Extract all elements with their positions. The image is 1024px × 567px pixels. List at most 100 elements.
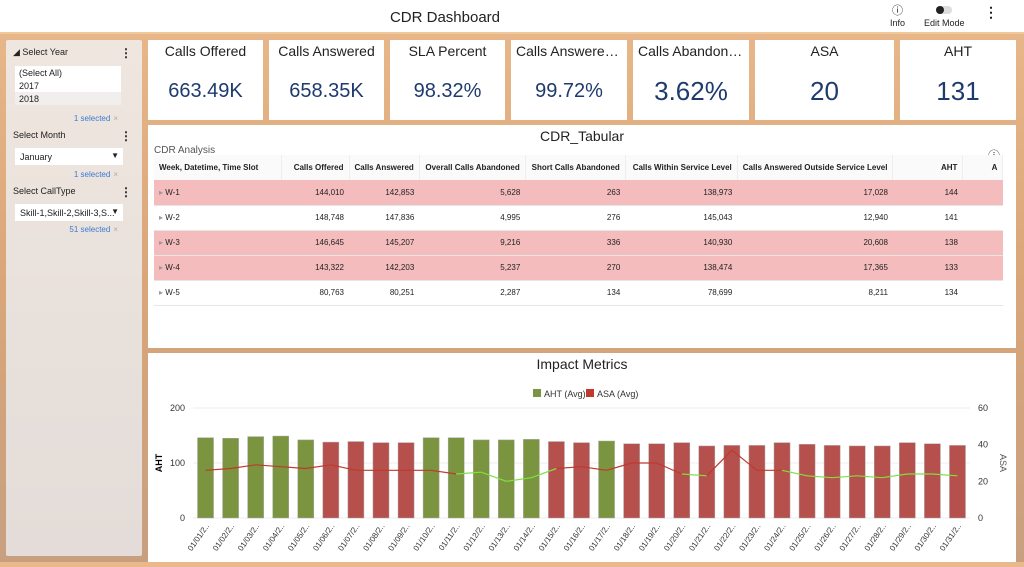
asa-line-segment [481, 471, 507, 482]
table-row[interactable]: ▸ W-2 148,748 147,836 4,995 276 145,043 12,940… [154, 205, 1003, 231]
column-header[interactable]: Overall Calls Abandoned [419, 155, 526, 180]
table-cell: 138,474 [625, 255, 738, 281]
table-cell: 4,995 [419, 205, 526, 231]
collapse-icon[interactable]: ◢ [13, 47, 23, 57]
expand-icon[interactable]: ▸ [159, 238, 166, 247]
expand-icon[interactable]: ▸ [159, 288, 166, 297]
table-row[interactable]: ▸ W-1 144,010 142,853 5,628 263 138,973 17,028… [154, 180, 1003, 206]
month-selected-count[interactable]: 1 selected × [73, 170, 118, 179]
aht-bar [748, 445, 766, 519]
calltype-dropdown[interactable]: Skill-1,Skill-2,Skill-3,S... ▼ [15, 204, 123, 221]
table-cell: 142,203 [349, 255, 420, 281]
table-cell: 336 [525, 230, 626, 256]
kpi-asa: ASA 20 [755, 40, 894, 120]
aht-bar [372, 442, 390, 519]
column-header[interactable]: A [962, 155, 1004, 180]
table-subtitle: CDR Analysis [154, 145, 216, 156]
aht-bar [798, 444, 816, 519]
aht-bar [347, 441, 365, 519]
aht-bar [949, 445, 966, 519]
asa-line-segment [506, 477, 532, 482]
column-header[interactable]: Calls Answered Outside Service Level [737, 155, 894, 180]
clear-icon: × [113, 225, 118, 234]
table-row[interactable]: ▸ W-4 143,322 142,203 5,237 270 138,474 17,365… [154, 255, 1003, 281]
calltype-selected-count[interactable]: 51 selected × [69, 225, 118, 234]
aht-bar [899, 442, 916, 519]
year-option-all[interactable]: (Select All) [19, 68, 63, 78]
asa-line-segment [656, 462, 682, 475]
row-label: ▸ W-4 [154, 255, 281, 281]
month-menu-icon[interactable]: ⋮ [120, 129, 132, 143]
year-list: (Select All) 2017 2018 [15, 66, 121, 105]
table-cell: 142,853 [349, 180, 420, 206]
x-tick-label: 01/12/2.. [462, 522, 487, 553]
month-dropdown[interactable]: January ▼ [15, 148, 123, 165]
y2-axis-label: ASA [998, 454, 1008, 472]
dashboard-title: CDR Dashboard [389, 9, 501, 26]
asa-line-segment [857, 475, 883, 479]
legend-swatch-asa [586, 389, 594, 397]
x-tick-label: 01/21/2.. [687, 522, 712, 553]
table-cell: 138 [892, 230, 963, 256]
chart-title: Impact Metrics [536, 356, 627, 372]
column-header[interactable]: Short Calls Abandoned [525, 155, 626, 180]
table-cell: 138,973 [625, 180, 738, 206]
y-axis-label: AHT [154, 453, 164, 472]
filter-sidebar: ◢ Select Year ⋮ (Select All) 2017 2018 1… [6, 40, 142, 556]
expand-icon[interactable]: ▸ [159, 213, 166, 222]
table-row[interactable]: ▸ W-5 80,763 80,251 2,287 134 78,699 8,211 134 [154, 280, 1003, 306]
x-tick-label: 01/10/2.. [412, 522, 437, 553]
expand-icon[interactable]: ▸ [159, 187, 166, 197]
column-header[interactable]: Calls Within Service Level [625, 155, 738, 180]
aht-bar [397, 442, 415, 519]
x-tick-label: 01/01/2.. [186, 522, 211, 553]
x-tick-label: 01/24/2.. [762, 522, 787, 553]
table-cell: 17,028 [737, 180, 893, 206]
aht-bar [197, 437, 214, 519]
top-bar: CDR Dashboard ⓘ Info Edit Mode ⋮ [0, 0, 1024, 34]
table-cell: 20,608 [737, 230, 893, 256]
table-cell: 9,216 [419, 230, 526, 256]
column-header[interactable]: Calls Offered [281, 155, 350, 180]
aht-bar [623, 443, 640, 519]
year-option-2017[interactable]: 2017 [19, 81, 40, 91]
x-tick-label: 01/19/2.. [637, 522, 662, 553]
column-header[interactable]: Calls Answered [349, 155, 420, 180]
column-header[interactable]: AHT [892, 155, 964, 180]
x-tick-label: 01/30/2.. [913, 522, 938, 553]
more-menu-icon[interactable]: ⋮ [984, 4, 998, 20]
year-option-2018[interactable]: 2018 [15, 92, 121, 105]
chevron-down-icon: ▼ [111, 151, 119, 160]
asa-line-segment [606, 462, 632, 471]
year-selected-count[interactable]: 1 selected × [73, 114, 118, 123]
aht-bar [247, 436, 264, 519]
calltype-menu-icon[interactable]: ⋮ [120, 185, 132, 199]
info-button[interactable]: ⓘ Info [890, 4, 905, 28]
year-menu-icon[interactable]: ⋮ [120, 46, 132, 60]
kpi-calls-answered: Calls Answered 658.35K [269, 40, 384, 120]
aht-bar [823, 445, 841, 519]
kpi-calls-answered-pct: Calls Answered % 99.72% [511, 40, 627, 120]
aht-bar [548, 441, 565, 519]
column-header[interactable]: Week, Datetime, Time Slot [154, 155, 282, 180]
x-tick-label: 01/04/2.. [261, 522, 286, 553]
x-tick-label: 01/23/2.. [737, 522, 762, 553]
kpi-calls-abandoned-pct: Calls Abandoned % 3.62% [633, 40, 749, 120]
clear-icon: × [113, 114, 118, 123]
asa-line-segment [832, 475, 858, 479]
x-tick-label: 01/08/2.. [361, 522, 386, 553]
table-cell: 134 [892, 280, 963, 306]
table-title: CDR_Tabular [539, 128, 625, 144]
table-cell: 80,251 [349, 280, 420, 306]
x-tick-label: 01/06/2.. [311, 522, 336, 553]
expand-icon[interactable]: ▸ [159, 263, 166, 272]
asa-line-segment [681, 473, 707, 477]
aht-bar [447, 437, 465, 519]
aht-bar [598, 440, 615, 519]
table-cell: 80,763 [281, 280, 349, 306]
x-tick-label: 01/26/2.. [813, 522, 838, 553]
edit-mode-toggle[interactable]: Edit Mode [924, 4, 965, 28]
x-tick-label: 01/02/2.. [211, 522, 236, 553]
aht-bar [673, 442, 691, 519]
table-row[interactable]: ▸ W-3 146,645 145,207 9,216 336 140,930 20,608… [154, 230, 1003, 256]
